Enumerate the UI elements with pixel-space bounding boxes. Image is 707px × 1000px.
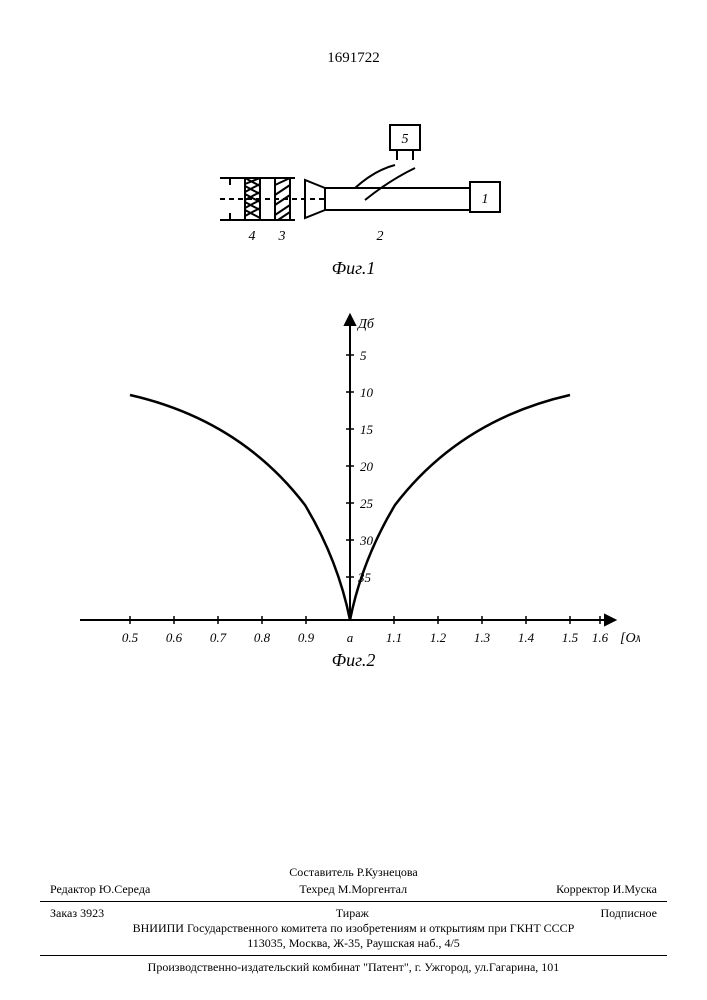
- x-tick: 1.3: [474, 630, 491, 645]
- fig1-label-5: 5: [402, 132, 409, 147]
- tech: Техред М.Моргентал: [299, 882, 407, 897]
- order: Заказ 3923: [50, 906, 104, 921]
- x-tick: 1.6: [592, 630, 609, 645]
- divider: [40, 901, 667, 902]
- x-center: а: [347, 630, 354, 645]
- y-tick-10: 10: [360, 385, 374, 400]
- order-row: Заказ 3923 Тираж Подписное: [40, 906, 667, 921]
- corrector: Корректор И.Муска: [556, 882, 657, 897]
- x-tick: 1.4: [518, 630, 535, 645]
- org-line1: ВНИИПИ Государственного комитета по изоб…: [40, 921, 667, 936]
- fig1-label-2: 2: [377, 229, 384, 244]
- figure-1: 5 1: [210, 120, 510, 270]
- x-tick: 0.6: [166, 630, 183, 645]
- composer-name: Р.Кузнецова: [357, 865, 418, 879]
- fig1-label-1: 1: [482, 192, 489, 207]
- x-tick: 0.7: [210, 630, 227, 645]
- patent-number: 1691722: [0, 50, 707, 67]
- x-tick: 1.5: [562, 630, 579, 645]
- composer-label: Составитель: [289, 865, 353, 879]
- editor: Редактор Ю.Середа: [50, 882, 150, 897]
- y-tick-30: 30: [359, 533, 374, 548]
- tirazh: Тираж: [336, 906, 369, 921]
- x-tick: 0.5: [122, 630, 139, 645]
- y-tick-20: 20: [360, 459, 374, 474]
- y-tick-15: 15: [360, 422, 374, 437]
- fig2-caption: Фиг.2: [0, 650, 707, 671]
- fig1-label-3: 3: [278, 229, 286, 244]
- credits-row: Редактор Ю.Середа Техред М.Моргентал Кор…: [40, 882, 667, 897]
- fig1-caption: Фиг.1: [0, 258, 707, 279]
- y-tick-5: 5: [360, 348, 367, 363]
- x-tick: 0.9: [298, 630, 315, 645]
- org-line2: 113035, Москва, Ж-35, Раушская наб., 4/5: [40, 936, 667, 951]
- bottom-line: Производственно-издательский комбинат "П…: [40, 960, 667, 975]
- x-tick: 1.1: [386, 630, 402, 645]
- credits-block: Составитель Р.Кузнецова Редактор Ю.Серед…: [40, 865, 667, 960]
- patent-page: 1691722 5 1: [0, 0, 707, 1000]
- composer-line: Составитель Р.Кузнецова: [40, 865, 667, 880]
- x-axis-unit: [Ом]⁻¹: [620, 631, 640, 646]
- figure-2: 5 10 15 20 25 30 35 Дб: [60, 300, 640, 700]
- divider: [40, 955, 667, 956]
- y-tick-25: 25: [360, 496, 374, 511]
- fig1-label-4: 4: [249, 229, 256, 244]
- y-axis-label: Дб: [356, 317, 375, 332]
- y-tick-35: 35: [357, 570, 372, 585]
- subscription: Подписное: [600, 906, 657, 921]
- x-tick: 1.2: [430, 630, 447, 645]
- x-tick: 0.8: [254, 630, 271, 645]
